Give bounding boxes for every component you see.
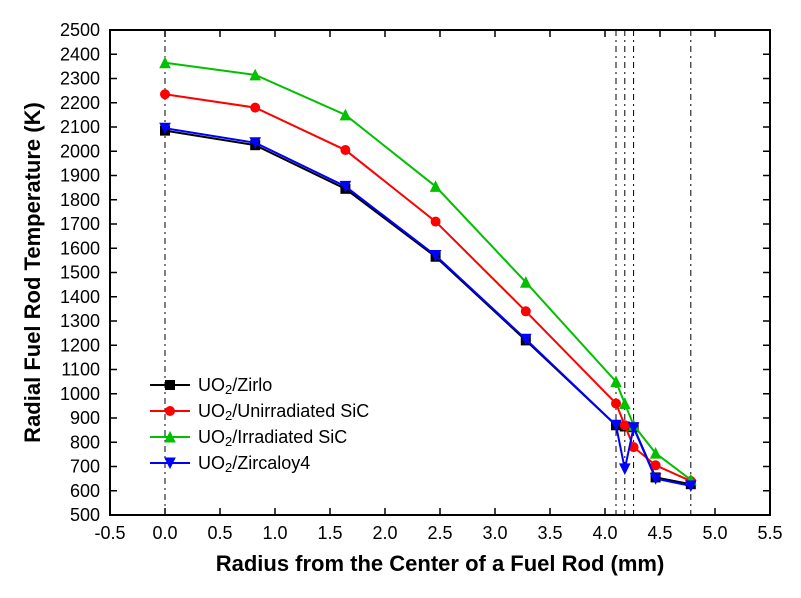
x-tick-label: 2.0 bbox=[372, 523, 397, 543]
x-tick-label: 3.0 bbox=[482, 523, 507, 543]
x-tick-label: 2.5 bbox=[427, 523, 452, 543]
y-tick-label: 1000 bbox=[60, 384, 100, 404]
y-tick-label: 800 bbox=[70, 432, 100, 452]
x-tick-label: 3.5 bbox=[537, 523, 562, 543]
y-tick-label: 1300 bbox=[60, 311, 100, 331]
y-tick-label: 2300 bbox=[60, 69, 100, 89]
x-tick-label: 0.5 bbox=[207, 523, 232, 543]
legend-label: UO2/Zirlo bbox=[198, 375, 272, 397]
y-tick-label: 2400 bbox=[60, 44, 100, 64]
x-tick-label: 1.5 bbox=[317, 523, 342, 543]
y-tick-label: 1900 bbox=[60, 166, 100, 186]
y-tick-label: 1800 bbox=[60, 190, 100, 210]
legend-label: UO2/Irradiated SiC bbox=[198, 427, 347, 449]
x-axis-title: Radius from the Center of a Fuel Rod (mm… bbox=[216, 551, 665, 576]
x-tick-label: 0.0 bbox=[152, 523, 177, 543]
y-tick-label: 1400 bbox=[60, 287, 100, 307]
x-tick-label: 5.0 bbox=[702, 523, 727, 543]
y-tick-label: 600 bbox=[70, 481, 100, 501]
x-tick-label: 5.5 bbox=[757, 523, 782, 543]
y-tick-label: 2500 bbox=[60, 20, 100, 40]
chart-svg: -0.5 0.0 0.5 1.0 1.5 2.0 2.5 3.0 3.5 4.0 4.5 5.0 5.5… bbox=[0, 0, 801, 598]
y-tick-label: 500 bbox=[70, 505, 100, 525]
y-tick-label: 2200 bbox=[60, 93, 100, 113]
y-tick-label: 1600 bbox=[60, 238, 100, 258]
y-tick-label: 1100 bbox=[61, 360, 100, 380]
x-tick-label: 1.0 bbox=[262, 523, 287, 543]
x-tick-label: 4.5 bbox=[647, 523, 672, 543]
y-tick-label: 2000 bbox=[60, 141, 100, 161]
y-tick-label: 1200 bbox=[60, 335, 100, 355]
y-tick-label: 1700 bbox=[60, 214, 100, 234]
legend-label: UO2/Zircaloy4 bbox=[198, 453, 310, 475]
y-tick-label: 1500 bbox=[60, 263, 100, 283]
x-tick-label: 4.0 bbox=[592, 523, 617, 543]
legend-label: UO2/Unirradiated SiC bbox=[198, 401, 369, 423]
y-axis-title: Radial Fuel Rod Temperature (K) bbox=[20, 102, 45, 443]
y-tick-label: 2100 bbox=[60, 117, 100, 137]
y-tick-label: 900 bbox=[70, 408, 100, 428]
x-tick-label: -0.5 bbox=[94, 523, 125, 543]
y-tick-label: 700 bbox=[70, 457, 100, 477]
temperature-chart: -0.5 0.0 0.5 1.0 1.5 2.0 2.5 3.0 3.5 4.0 4.5 5.0 5.5… bbox=[0, 0, 801, 598]
